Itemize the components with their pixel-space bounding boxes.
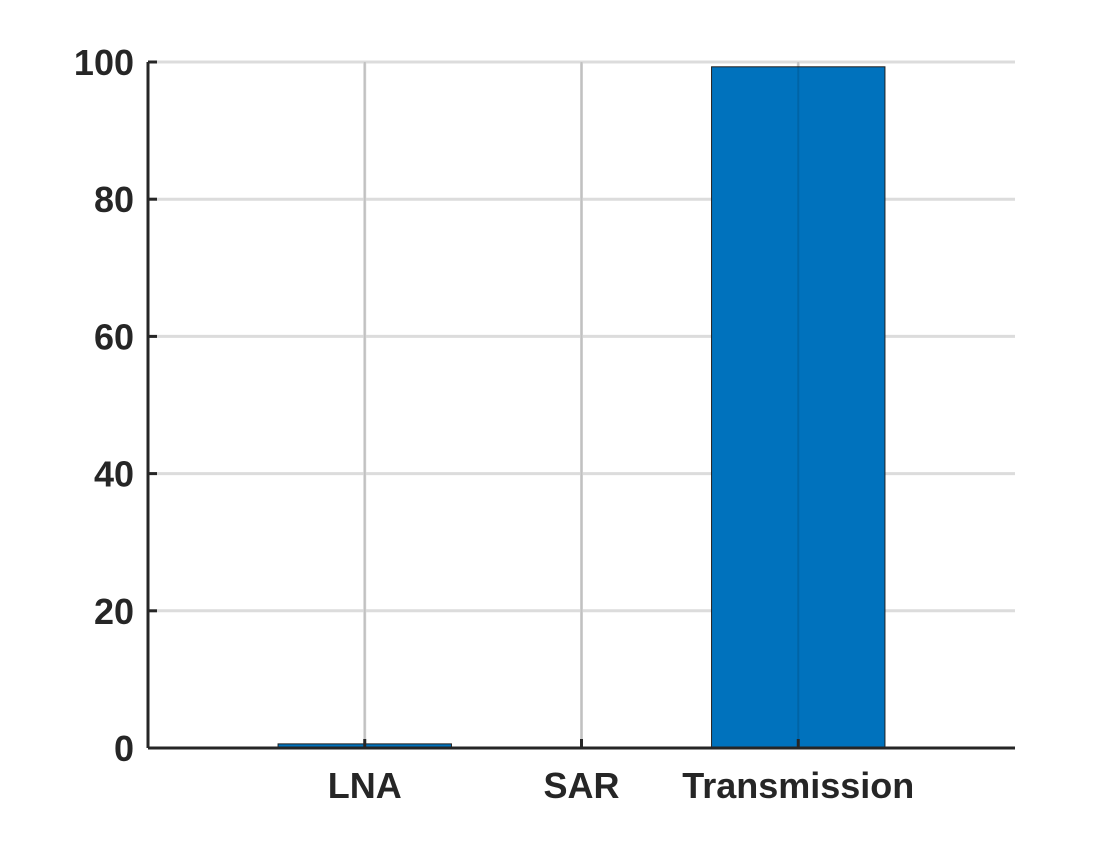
tick-labels: 0 20 40 60 80 100 LNA SAR Transmission bbox=[74, 42, 914, 806]
x-tick-label: LNA bbox=[328, 765, 402, 806]
x-tick-label: Transmission bbox=[682, 765, 914, 806]
y-tick-label: 20 bbox=[94, 591, 134, 632]
y-tick-label: 60 bbox=[94, 316, 134, 357]
grid-overlay bbox=[363, 62, 800, 748]
y-tick-label: 80 bbox=[94, 179, 134, 220]
grid bbox=[148, 60, 1015, 748]
y-tick-label: 0 bbox=[114, 728, 134, 769]
y-tick-label: 40 bbox=[94, 454, 134, 495]
y-tick-label: 100 bbox=[74, 42, 134, 83]
axes bbox=[146, 60, 1015, 750]
bars bbox=[277, 66, 886, 749]
bar-transmission bbox=[711, 66, 886, 749]
x-tick-label: SAR bbox=[543, 765, 619, 806]
